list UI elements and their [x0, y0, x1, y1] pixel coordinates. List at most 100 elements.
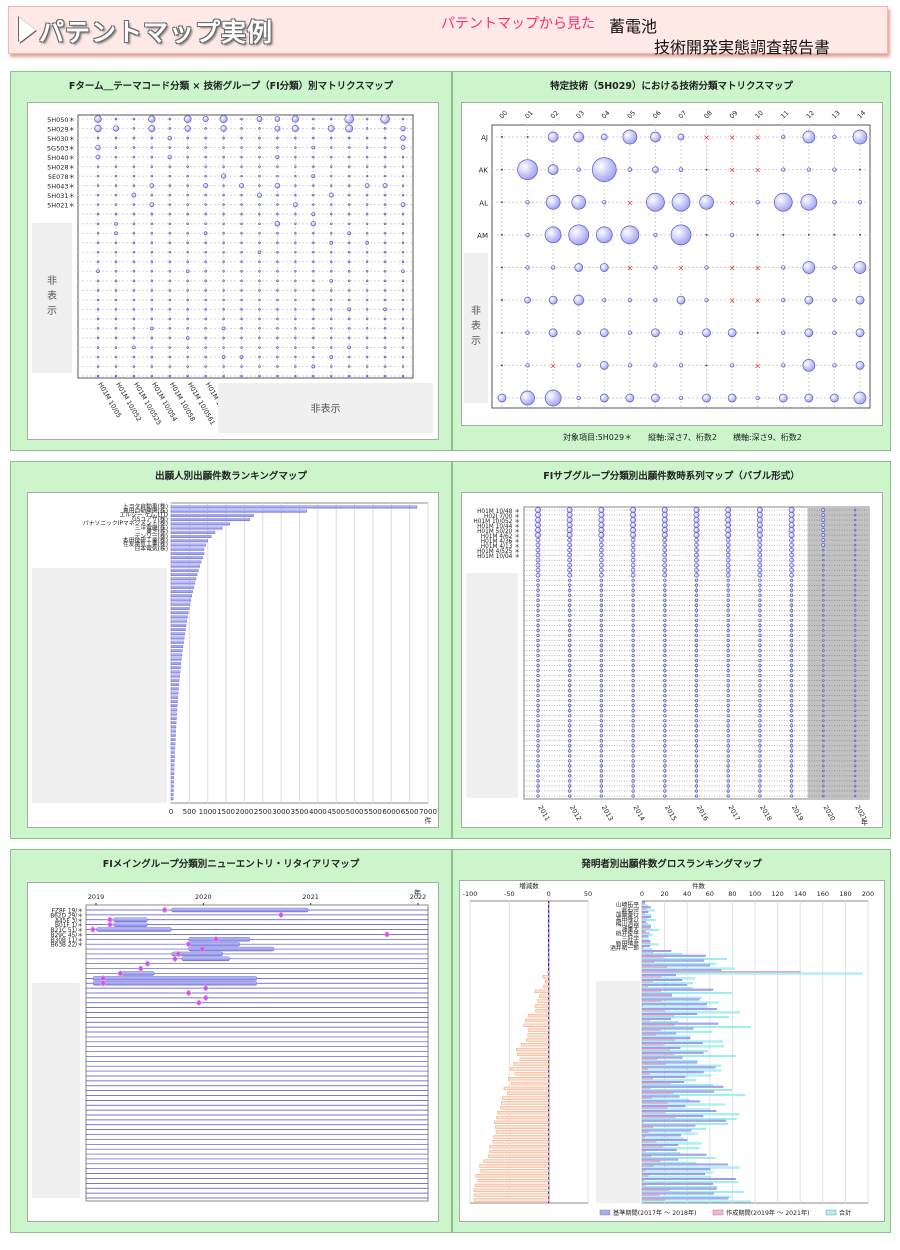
bubble: [258, 270, 261, 273]
bubble: [294, 298, 297, 302]
bubble: [725, 572, 731, 578]
bubble: [383, 346, 387, 349]
y-tick-label: 5H043＊: [47, 183, 75, 191]
bubble: [365, 117, 369, 121]
bubble: [693, 507, 700, 513]
bubble: [240, 203, 243, 206]
decrease-bar: [510, 1081, 549, 1086]
bubble: [517, 159, 538, 180]
bubble: [789, 764, 794, 768]
bubble: [631, 613, 635, 618]
bubble: [853, 734, 857, 738]
bubble: [789, 769, 794, 773]
bubble: [222, 308, 225, 311]
bubble: [291, 115, 299, 123]
bubble: [274, 116, 281, 122]
bubble: [599, 658, 604, 663]
bubble: [822, 594, 825, 597]
bubble: [853, 739, 857, 743]
bubble: [694, 714, 699, 718]
bubble: [663, 688, 667, 693]
bubble: [311, 174, 316, 179]
bubble: [275, 154, 280, 160]
bubble: [650, 131, 661, 143]
bubble: [150, 336, 154, 340]
bubble: [663, 618, 667, 623]
total-bar: [641, 1195, 732, 1198]
bubble: [536, 714, 540, 718]
bar: [170, 581, 196, 585]
bubble: [599, 774, 604, 778]
bubble: [631, 754, 635, 758]
bubble: [789, 754, 794, 758]
base-period-bar: [641, 1178, 736, 1180]
bubble: [294, 212, 297, 216]
bubble: [167, 135, 172, 141]
bubble: [222, 231, 225, 235]
report-title-line1: 蓄電池: [609, 17, 658, 36]
decrease-bar: [473, 1193, 549, 1197]
bubble: [651, 393, 660, 403]
bubble: [662, 572, 668, 578]
bubble: [150, 155, 154, 159]
bubble: [95, 154, 101, 160]
legend-label: 作成期間(2019年 ～ 2021年): [726, 1209, 810, 1217]
bubble: [663, 754, 667, 758]
bubble: [95, 144, 101, 151]
base-period-bar: [641, 1119, 727, 1122]
bubble: [662, 542, 668, 548]
bubble: [186, 298, 189, 302]
decrease-bar: [496, 1115, 549, 1120]
bubble: [347, 327, 351, 330]
x-tick-label: 06: [651, 109, 663, 121]
y-tick-label: 5H021＊: [47, 202, 75, 210]
x-tick-label: 11: [779, 109, 791, 121]
bubble: [536, 734, 540, 738]
bubble: [568, 729, 572, 733]
bubble: [822, 729, 825, 733]
hidden-area: [466, 573, 518, 798]
y-tick-label: 5H050＊: [47, 116, 75, 124]
bubble: [853, 749, 857, 753]
bubble: [347, 184, 351, 187]
bubble: [758, 593, 762, 597]
bubble: [294, 251, 297, 254]
bubble: [671, 192, 691, 212]
bubble: [222, 193, 225, 197]
bubble: [822, 624, 825, 627]
bubble: [598, 522, 605, 529]
bubble: [545, 194, 561, 210]
bubble: [365, 336, 369, 340]
inventor-label: 山崎拓平: [616, 901, 639, 909]
base-period-bar: [641, 925, 651, 928]
bubble: [853, 714, 857, 717]
retire-marker: [137, 965, 145, 973]
bubble: [347, 241, 351, 244]
x-tick-label: 120: [771, 890, 783, 898]
red-x-mark: ×: [754, 133, 761, 142]
chart-area: 2019 2020 2021 2022 年 FZ8F 19/＊ B62D 29/＊ A45F …: [27, 882, 439, 1222]
bubble: [822, 704, 825, 707]
bubble: [694, 744, 699, 748]
total-bar: [641, 982, 693, 985]
bubble: [567, 567, 573, 573]
bubble: [294, 155, 297, 159]
decrease-bar: [527, 1033, 549, 1037]
bubble: [631, 794, 635, 798]
bubble: [568, 734, 572, 738]
bubble: [694, 588, 699, 592]
bubble: [806, 167, 812, 172]
base-period-bar: [641, 949, 672, 952]
left-axis-label: 増減数: [519, 881, 539, 890]
red-x-mark: ×: [754, 166, 761, 175]
bubble: [294, 346, 297, 349]
bubble: [788, 512, 795, 518]
bubble: [276, 231, 279, 235]
chart-area: 0 500 1000 1500 2000 2500 3000 3500 4000 4500 5000…: [27, 492, 439, 828]
panel-title: FIメイングループ分類別ニューエントリ・リタイアリマップ: [102, 859, 360, 870]
bubble: [725, 522, 732, 529]
bubble: [329, 374, 333, 378]
bubble: [822, 619, 825, 622]
hidden-label-char: 示: [471, 336, 481, 347]
bubble: [789, 668, 794, 673]
